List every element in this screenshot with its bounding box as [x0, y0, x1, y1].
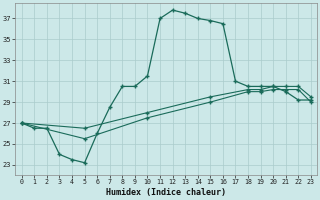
X-axis label: Humidex (Indice chaleur): Humidex (Indice chaleur) — [106, 188, 226, 197]
